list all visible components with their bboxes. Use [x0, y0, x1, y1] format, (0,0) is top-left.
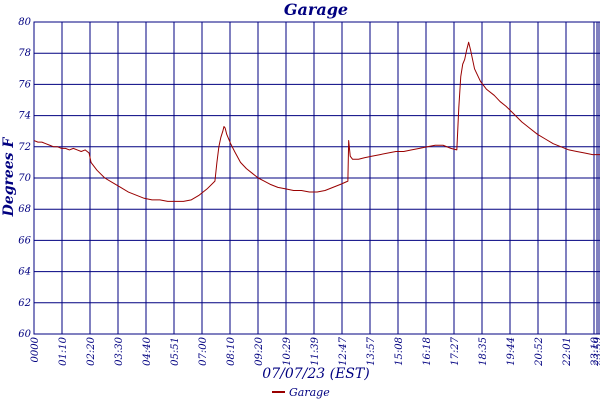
- x-tick-label: 16:18: [422, 337, 433, 366]
- x-tick-label: 03:30: [114, 336, 125, 365]
- x-tick-label: 20:52: [534, 337, 545, 367]
- x-tick-label: 22:01: [562, 337, 573, 367]
- x-tick-label: 02:20: [86, 336, 97, 365]
- x-tick-label: 23:10: [590, 336, 600, 366]
- legend-label: Garage: [289, 386, 330, 399]
- y-tick-label: 66: [18, 235, 31, 246]
- x-tick-label: 04:40: [142, 336, 153, 365]
- y-tick-label: 80: [18, 17, 31, 28]
- series-line-garage: [33, 41, 600, 202]
- y-tick-label: 70: [18, 173, 31, 184]
- x-tick-label: 10:29: [282, 336, 293, 365]
- x-tick-label: 17:27: [450, 336, 461, 365]
- tick-group: 60 62 64 66 68 70 72 74 76 78 80 0000 01:10 02:20 03:3…: [18, 17, 600, 367]
- x-tick-label: 12:47: [338, 336, 349, 365]
- x-tick-label: 01:10: [58, 336, 69, 365]
- x-tick-label: 08:10: [226, 336, 237, 365]
- x-axis-title: 07/07/23 (EST): [262, 366, 369, 382]
- y-tick-label: 64: [18, 267, 31, 278]
- y-tick-label: 78: [18, 48, 31, 59]
- x-tick-label: 0000: [30, 336, 41, 362]
- y-tick-label: 72: [18, 142, 31, 153]
- y-tick-label: 76: [18, 79, 31, 90]
- x-tick-label: 23:59: [593, 336, 600, 366]
- y-tick-label: 60: [18, 329, 31, 340]
- x-tick-label: 15:08: [394, 337, 405, 366]
- x-tick-label: 19:44: [506, 337, 517, 366]
- y-tick-label: 74: [18, 111, 31, 122]
- x-tick-label: 11:39: [310, 336, 321, 365]
- axis-group: [33, 21, 600, 335]
- y-tick-label: 68: [18, 204, 31, 215]
- x-tick-label: 09:20: [254, 336, 265, 365]
- series-group: [33, 41, 600, 202]
- x-tick-label: 13:57: [366, 336, 377, 365]
- y-tick-label: 62: [18, 298, 31, 309]
- x-tick-label: 05:51: [170, 337, 181, 366]
- x-tick-label: 07:00: [198, 336, 209, 365]
- y-axis-title: Degrees F: [1, 137, 17, 218]
- plot-frame: [33, 21, 600, 335]
- legend: Garage: [272, 386, 330, 399]
- chart-title: Garage: [284, 0, 348, 19]
- x-tick-label: 18:35: [478, 337, 489, 366]
